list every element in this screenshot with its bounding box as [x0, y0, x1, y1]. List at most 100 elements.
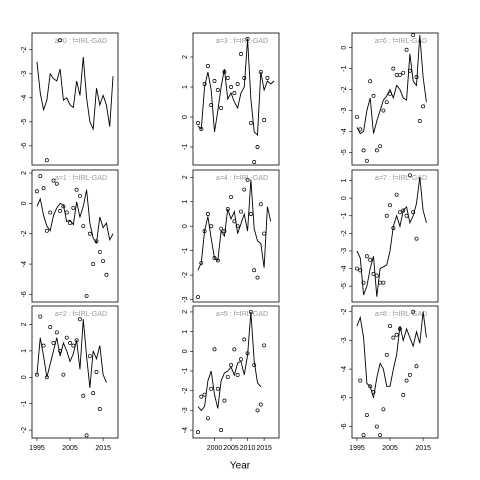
panel-frame: [31, 169, 119, 303]
y-tick-label: 1: [21, 349, 28, 353]
observed-point: [384, 213, 389, 218]
observed-point: [64, 335, 69, 340]
observed-point: [358, 268, 363, 273]
observed-point: [97, 407, 102, 411]
fitted-line: [356, 35, 427, 135]
fitted-line: [197, 38, 275, 136]
observed-point: [48, 210, 53, 215]
observed-point: [81, 224, 86, 229]
observed-point: [371, 271, 376, 276]
observed-point: [364, 158, 369, 163]
observed-point: [74, 187, 79, 192]
observed-point: [388, 91, 392, 96]
observed-point: [202, 392, 207, 397]
observed-point: [41, 186, 46, 191]
observed-point: [68, 221, 72, 226]
x-tick-label: 2000: [207, 445, 223, 452]
y-tick-label: -4: [182, 427, 189, 433]
y-tick-label: 0: [21, 375, 28, 379]
observed-point: [196, 430, 200, 435]
observed-point: [225, 76, 230, 80]
x-tick-label: 2005: [62, 445, 78, 452]
observed-point: [219, 428, 224, 433]
observed-point: [394, 332, 399, 337]
y-tick-label: 2: [182, 310, 189, 314]
observed-point: [219, 106, 224, 110]
observed-point: [404, 378, 409, 383]
observed-point: [35, 189, 39, 194]
observed-point: [378, 144, 383, 149]
observed-point: [388, 203, 392, 208]
observed-point: [384, 100, 389, 105]
observed-point: [355, 266, 359, 271]
y-tick-label: -2: [21, 47, 28, 53]
observed-point: [196, 121, 200, 125]
y-tick-label: -1: [182, 247, 189, 253]
observed-point: [371, 93, 376, 98]
y-tick-label: 1: [341, 179, 348, 183]
observed-point: [391, 335, 396, 340]
observed-point: [209, 224, 214, 229]
y-tick-label: 1: [182, 200, 189, 204]
observed-point: [58, 348, 63, 353]
observed-point: [258, 70, 263, 74]
observed-point: [364, 254, 369, 259]
y-tick-label: -1: [341, 65, 348, 71]
observed-point: [205, 416, 210, 421]
observed-point: [355, 114, 359, 119]
observed-point: [381, 280, 386, 285]
observed-point: [252, 363, 257, 368]
observed-point: [374, 148, 379, 153]
panel-frame: [351, 32, 439, 166]
observed-point: [229, 194, 233, 199]
observed-point: [391, 66, 396, 71]
observed-point: [225, 374, 230, 379]
observed-point: [262, 118, 267, 122]
observed-point: [391, 226, 396, 231]
observed-point: [54, 330, 59, 335]
observed-point: [222, 229, 227, 234]
observed-point: [378, 433, 383, 438]
observed-point: [394, 192, 399, 197]
y-tick-label: -1: [21, 400, 28, 406]
y-tick-label: -1: [182, 144, 189, 150]
x-tick-label: 2015: [95, 445, 111, 452]
observed-point: [229, 85, 233, 89]
y-tick-label: -4: [21, 95, 28, 101]
observed-point: [44, 158, 49, 163]
observed-point: [199, 127, 204, 131]
observed-point: [41, 343, 46, 348]
observed-point: [384, 352, 389, 357]
observed-point: [401, 208, 406, 213]
observed-point: [209, 103, 214, 107]
observed-point: [252, 268, 257, 273]
y-tick-label: -2: [341, 86, 348, 92]
y-tick-label: -2: [182, 272, 189, 278]
y-tick-label: -5: [21, 119, 28, 125]
observed-point: [265, 76, 270, 80]
x-tick-label: 1995: [349, 445, 365, 452]
observed-point: [212, 79, 217, 83]
observed-point: [54, 181, 59, 186]
observed-point: [407, 68, 412, 73]
y-tick-label: -4: [341, 128, 348, 134]
y-tick-label: 0: [182, 224, 189, 228]
observed-point: [94, 239, 99, 244]
observed-point: [398, 327, 402, 331]
observed-point: [371, 390, 376, 395]
observed-point: [421, 104, 426, 109]
observed-point: [196, 295, 200, 300]
observed-point: [229, 363, 233, 368]
observed-point: [252, 160, 257, 164]
strip-label: a=3 : f=IRL-GAD: [216, 38, 268, 45]
panel-frame: [31, 32, 119, 166]
observed-point: [235, 224, 240, 229]
y-tick-label: 1: [182, 330, 189, 334]
panel-frame: [351, 305, 439, 439]
y-tick-label: -2: [182, 388, 189, 394]
observed-point: [245, 37, 250, 41]
observed-point: [361, 148, 366, 153]
observed-point: [215, 258, 220, 263]
observed-point: [101, 259, 106, 263]
observed-point: [209, 386, 214, 391]
